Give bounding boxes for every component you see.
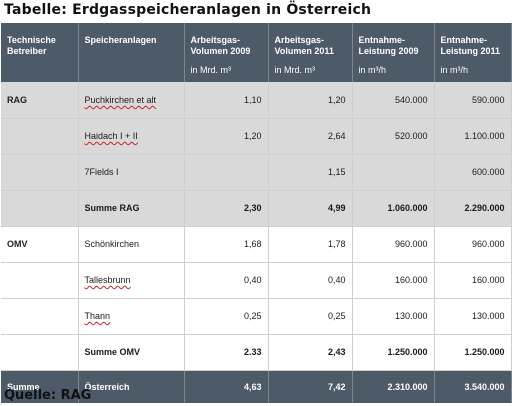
volume-2011-cell: 2,64	[268, 118, 353, 155]
volume-2011-cell: 2,43	[268, 334, 353, 371]
rate-2009-cell: 2.310.000	[352, 370, 435, 403]
rate-2009-cell: 130.000	[352, 298, 435, 335]
facility-cell: Tallesbrunn	[78, 262, 185, 299]
rate-2009-cell: 1.250.000	[352, 334, 435, 371]
operator-cell: Summe	[1, 370, 79, 403]
operator-cell	[1, 190, 79, 227]
header-rate-2009: Entnahme- Leistung 2009 in m³/h	[352, 23, 435, 82]
total-row: Summe Österreich 4,63 7,42 2.310.000 3.5…	[1, 370, 512, 403]
volume-2009-cell	[184, 154, 269, 191]
rate-2011-cell: 1.100.000	[434, 118, 512, 155]
facility-cell: Österreich	[78, 370, 185, 403]
header-rate-2011: Entnahme- Leistung 2011 in m³/h	[434, 23, 512, 82]
rate-2009-cell	[352, 154, 435, 191]
table-row: RAG Puchkirchen et alt 1,10 1,20 540.000…	[1, 82, 512, 119]
operator-cell	[1, 262, 79, 299]
volume-2011-cell: 4,99	[268, 190, 353, 227]
table-row: Haidach I + II 1,20 2,64 520.000 1.100.0…	[1, 118, 512, 155]
header-volume-2009: Arbeitsgas- Volumen 2009 in Mrd. m³	[184, 23, 269, 82]
source-note: Quelle: RAG	[4, 388, 92, 403]
rate-2011-cell: 960.000	[434, 226, 512, 263]
volume-2011-cell: 7,42	[268, 370, 353, 403]
facility-cell: Schönkirchen	[78, 226, 185, 263]
header-facility: Speicheranlagen	[78, 23, 185, 82]
volume-2009-cell: 1,68	[184, 226, 269, 263]
operator-cell	[1, 334, 79, 371]
volume-2009-cell: 0,40	[184, 262, 269, 299]
table-row: 7Fields I 1,15 600.000	[1, 154, 512, 191]
header-unit: in m³/h	[358, 65, 387, 75]
rate-2011-cell: 1.250.000	[434, 334, 512, 371]
table-row: Tallesbrunn 0,40 0,40 160.000 160.000	[1, 262, 512, 299]
operator-cell	[1, 298, 79, 335]
volume-2011-cell: 0,25	[268, 298, 353, 335]
rate-2011-cell: 130.000	[434, 298, 512, 335]
rate-2011-cell: 3.540.000	[434, 370, 512, 403]
table-row: Thann 0,25 0,25 130.000 130.000	[1, 298, 512, 335]
facility-cell: Summe OMV	[78, 334, 185, 371]
header-operator: Technische Betreiber	[1, 23, 79, 82]
header-unit: in m³/h	[440, 65, 469, 75]
subtotal-row: Summe OMV 2.33 2,43 1.250.000 1.250.000	[1, 334, 512, 371]
subtotal-row: Summe RAG 2,30 4,99 1.060.000 2.290.000	[1, 190, 512, 227]
operator-cell: OMV	[1, 226, 79, 263]
volume-2011-cell: 1,20	[268, 82, 353, 119]
volume-2009-cell: 2.33	[184, 334, 269, 371]
table-row: OMV Schönkirchen 1,68 1,78 960.000 960.0…	[1, 226, 512, 263]
rate-2011-cell: 600.000	[434, 154, 512, 191]
operator-cell: RAG	[1, 82, 79, 119]
volume-2011-cell: 1,15	[268, 154, 353, 191]
volume-2009-cell: 1,10	[184, 82, 269, 119]
header-unit: in Mrd. m³	[190, 65, 232, 75]
facility-cell: Thann	[78, 298, 185, 335]
volume-2011-cell: 1,78	[268, 226, 353, 263]
rate-2011-cell: 160.000	[434, 262, 512, 299]
header-volume-2011: Arbeitsgas- Volumen 2011 in Mrd. m³	[268, 23, 353, 82]
gas-storage-table: Technische Betreiber Speicheranlagen Arbe…	[1, 23, 512, 403]
facility-cell: Haidach I + II	[78, 118, 185, 155]
facility-cell: Puchkirchen et alt	[78, 82, 185, 119]
table-title: Tabelle: Erdgasspeicheranlagen in Österr…	[4, 2, 372, 18]
volume-2011-cell: 0,40	[268, 262, 353, 299]
header-unit: in Mrd. m³	[274, 65, 316, 75]
rate-2009-cell: 520.000	[352, 118, 435, 155]
header-row: Technische Betreiber Speicheranlagen Arbe…	[1, 23, 512, 82]
rate-2009-cell: 160.000	[352, 262, 435, 299]
rate-2011-cell: 590.000	[434, 82, 512, 119]
volume-2009-cell: 4,63	[184, 370, 269, 403]
operator-cell	[1, 118, 79, 155]
facility-cell: Summe RAG	[78, 190, 185, 227]
facility-cell: 7Fields I	[78, 154, 185, 191]
volume-2009-cell: 0,25	[184, 298, 269, 335]
volume-2009-cell: 1,20	[184, 118, 269, 155]
rate-2009-cell: 960.000	[352, 226, 435, 263]
volume-2009-cell: 2,30	[184, 190, 269, 227]
rate-2009-cell: 1.060.000	[352, 190, 435, 227]
rate-2009-cell: 540.000	[352, 82, 435, 119]
rate-2011-cell: 2.290.000	[434, 190, 512, 227]
operator-cell	[1, 154, 79, 191]
